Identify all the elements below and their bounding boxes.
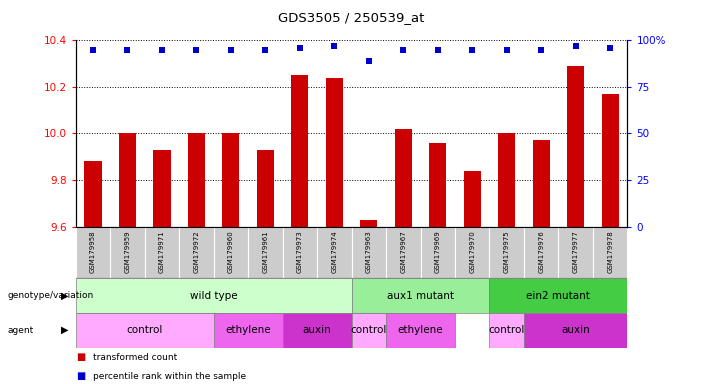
Text: GSM179959: GSM179959 bbox=[125, 231, 130, 273]
Bar bbox=[326, 78, 343, 227]
Text: GSM179973: GSM179973 bbox=[297, 231, 303, 273]
Text: ethylene: ethylene bbox=[397, 325, 443, 335]
Bar bbox=[524, 227, 559, 278]
Text: ein2 mutant: ein2 mutant bbox=[526, 291, 590, 301]
Bar bbox=[421, 227, 455, 278]
Bar bbox=[179, 227, 214, 278]
Point bbox=[604, 45, 615, 51]
Text: control: control bbox=[350, 325, 387, 335]
Text: GSM179976: GSM179976 bbox=[538, 231, 544, 273]
Text: GSM179972: GSM179972 bbox=[193, 231, 199, 273]
Bar bbox=[110, 227, 144, 278]
Bar bbox=[291, 75, 308, 227]
Text: GSM179974: GSM179974 bbox=[332, 231, 337, 273]
Point bbox=[363, 58, 374, 64]
Text: control: control bbox=[489, 325, 525, 335]
Bar bbox=[455, 227, 489, 278]
Bar bbox=[429, 143, 447, 227]
Text: GSM179970: GSM179970 bbox=[469, 231, 475, 273]
Bar bbox=[352, 313, 386, 348]
Point bbox=[156, 46, 168, 53]
Point bbox=[397, 46, 409, 53]
Point bbox=[536, 46, 547, 53]
Bar bbox=[283, 227, 317, 278]
Text: genotype/variation: genotype/variation bbox=[7, 291, 93, 300]
Bar bbox=[386, 313, 455, 348]
Point bbox=[570, 43, 581, 49]
Bar bbox=[489, 227, 524, 278]
Text: ▶: ▶ bbox=[61, 325, 69, 335]
Bar bbox=[489, 278, 627, 313]
Point bbox=[467, 46, 478, 53]
Text: GSM179961: GSM179961 bbox=[262, 231, 268, 273]
Bar bbox=[188, 133, 205, 227]
Bar bbox=[214, 313, 283, 348]
Text: control: control bbox=[126, 325, 163, 335]
Text: ■: ■ bbox=[76, 371, 85, 381]
Bar bbox=[76, 278, 352, 313]
Point bbox=[294, 45, 306, 51]
Bar bbox=[524, 313, 627, 348]
Text: transformed count: transformed count bbox=[93, 353, 177, 362]
Text: GSM179967: GSM179967 bbox=[400, 231, 407, 273]
Bar bbox=[601, 94, 619, 227]
Bar bbox=[386, 227, 421, 278]
Text: auxin: auxin bbox=[303, 325, 332, 335]
Bar bbox=[352, 227, 386, 278]
Bar bbox=[76, 227, 110, 278]
Bar bbox=[395, 129, 412, 227]
Bar bbox=[84, 161, 102, 227]
Point bbox=[329, 43, 340, 49]
Point bbox=[122, 46, 133, 53]
Text: GSM179958: GSM179958 bbox=[90, 231, 96, 273]
Point bbox=[260, 46, 271, 53]
Text: GDS3505 / 250539_at: GDS3505 / 250539_at bbox=[278, 12, 425, 25]
Text: wild type: wild type bbox=[190, 291, 238, 301]
Text: GSM179977: GSM179977 bbox=[573, 231, 578, 273]
Text: auxin: auxin bbox=[562, 325, 590, 335]
Text: GSM179978: GSM179978 bbox=[607, 231, 613, 273]
Bar bbox=[317, 227, 352, 278]
Bar bbox=[283, 313, 351, 348]
Text: ▶: ▶ bbox=[61, 291, 69, 301]
Bar bbox=[222, 133, 240, 227]
Bar bbox=[248, 227, 283, 278]
Bar bbox=[144, 227, 179, 278]
Point bbox=[501, 46, 512, 53]
Text: ■: ■ bbox=[76, 352, 85, 362]
Bar bbox=[154, 150, 170, 227]
Bar bbox=[489, 313, 524, 348]
Bar bbox=[533, 141, 550, 227]
Text: GSM179971: GSM179971 bbox=[159, 231, 165, 273]
Bar bbox=[257, 150, 274, 227]
Text: percentile rank within the sample: percentile rank within the sample bbox=[93, 372, 246, 381]
Bar bbox=[567, 66, 585, 227]
Point bbox=[432, 46, 443, 53]
Bar bbox=[118, 133, 136, 227]
Bar bbox=[360, 220, 377, 227]
Bar bbox=[559, 227, 593, 278]
Text: agent: agent bbox=[7, 326, 33, 335]
Text: GSM179975: GSM179975 bbox=[504, 231, 510, 273]
Bar bbox=[76, 313, 214, 348]
Text: GSM179963: GSM179963 bbox=[366, 231, 372, 273]
Point bbox=[225, 46, 236, 53]
Text: GSM179969: GSM179969 bbox=[435, 231, 441, 273]
Bar bbox=[352, 278, 489, 313]
Bar bbox=[593, 227, 627, 278]
Point bbox=[88, 46, 99, 53]
Bar bbox=[214, 227, 248, 278]
Bar bbox=[498, 133, 515, 227]
Point bbox=[191, 46, 202, 53]
Bar bbox=[463, 170, 481, 227]
Text: ethylene: ethylene bbox=[225, 325, 271, 335]
Text: GSM179960: GSM179960 bbox=[228, 231, 234, 273]
Text: aux1 mutant: aux1 mutant bbox=[387, 291, 454, 301]
